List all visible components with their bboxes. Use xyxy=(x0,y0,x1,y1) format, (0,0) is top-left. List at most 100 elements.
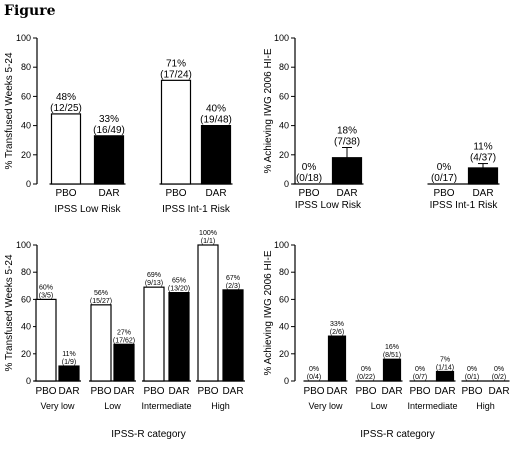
x-tick-label: DAR xyxy=(222,386,243,397)
data-label-percent: 11% xyxy=(473,142,492,153)
group-label: Intermediate xyxy=(407,401,457,411)
data-label-percent: 56% xyxy=(94,290,108,297)
y-tick-label: 100 xyxy=(16,33,31,43)
data-label-fraction: (0/17) xyxy=(431,173,457,184)
y-axis-label: % Transfused Weeks 5-24 xyxy=(4,52,15,170)
x-tick-label: PBO xyxy=(461,386,482,397)
data-label-fraction: (2/6) xyxy=(330,329,344,336)
x-tick-label: DAR xyxy=(381,386,402,397)
data-label-percent: 33% xyxy=(330,321,344,328)
data-label-fraction: (1/14) xyxy=(436,364,454,371)
x-tick-label: PBO xyxy=(55,188,76,199)
y-tick-label: 0 xyxy=(26,179,31,189)
x-tick-label: PBO xyxy=(433,188,454,199)
bar-dar xyxy=(222,289,244,382)
data-label-fraction: (8/51) xyxy=(383,352,401,359)
y-tick-label: 20 xyxy=(279,349,289,359)
data-label-fraction: (19/48) xyxy=(200,115,232,126)
bar-pbo xyxy=(90,304,112,382)
y-tick-label: 80 xyxy=(279,267,289,277)
y-tick-label: 60 xyxy=(21,294,31,304)
bar-dar xyxy=(168,292,190,382)
bar-pbo xyxy=(35,298,57,382)
y-axis-label: % Achieving IWG 2006 HI-E xyxy=(263,250,274,375)
data-label-percent: 27% xyxy=(117,329,131,336)
figure-title: Figure xyxy=(4,3,56,19)
x-tick-label: PBO xyxy=(35,386,56,397)
data-label-fraction: (12/25) xyxy=(50,103,82,114)
x-tick-label: DAR xyxy=(336,188,357,199)
x-tick-label: DAR xyxy=(98,188,119,199)
group-label: High xyxy=(476,401,495,411)
bar-pbo xyxy=(160,79,192,185)
y-tick-label: 60 xyxy=(279,294,289,304)
y-axis-label: % Achieving IWG 2006 HI-E xyxy=(263,48,274,173)
group-label: Very low xyxy=(308,401,343,411)
data-label-percent: 0% xyxy=(467,366,477,373)
data-label-fraction: (1/1) xyxy=(201,238,215,245)
group-label: IPSS Low Risk xyxy=(54,204,121,215)
data-label-fraction: (9/13) xyxy=(145,280,163,287)
y-tick-label: 80 xyxy=(279,62,289,72)
y-tick-label: 100 xyxy=(274,33,289,43)
data-label-fraction: (0/4) xyxy=(307,374,321,381)
data-label-percent: 16% xyxy=(385,344,399,351)
x-tick-label: DAR xyxy=(488,386,509,397)
x-tick-label: DAR xyxy=(168,386,189,397)
data-label-fraction: (17/24) xyxy=(160,69,192,80)
data-label-percent: 40% xyxy=(206,104,226,115)
data-label-percent: 100% xyxy=(199,230,217,237)
data-label-percent: 0% xyxy=(437,162,452,173)
data-label-percent: 48% xyxy=(56,92,76,103)
group-label: High xyxy=(211,401,230,411)
group-label: Low xyxy=(371,401,388,411)
y-tick-label: 60 xyxy=(21,91,31,101)
data-label-percent: 33% xyxy=(99,114,119,125)
x-tick-label: PBO xyxy=(303,386,324,397)
data-label-fraction: (7/38) xyxy=(334,137,360,148)
bar-dar xyxy=(58,365,80,382)
y-tick-label: 80 xyxy=(21,62,31,72)
bar-dar xyxy=(331,157,363,185)
bar-dar xyxy=(467,167,499,185)
data-label-fraction: (0/2) xyxy=(492,374,506,381)
bar-pbo xyxy=(143,286,165,382)
x-tick-label: DAR xyxy=(326,386,347,397)
data-label-percent: 11% xyxy=(62,351,76,358)
group-label: IPSS Int-1 Risk xyxy=(162,204,231,215)
x-tick-label: PBO xyxy=(355,386,376,397)
data-label-percent: 60% xyxy=(39,284,53,291)
bar-pbo xyxy=(50,113,82,185)
data-label-percent: 67% xyxy=(226,275,240,282)
y-tick-label: 80 xyxy=(21,267,31,277)
data-label-fraction: (0/7) xyxy=(413,374,427,381)
y-tick-label: 100 xyxy=(16,240,31,250)
y-tick-label: 0 xyxy=(26,376,31,386)
group-label: IPSS Int-1 Risk xyxy=(430,200,499,211)
x-tick-label: DAR xyxy=(205,188,226,199)
x-tick-label: DAR xyxy=(113,386,134,397)
x-tick-label: PBO xyxy=(143,386,164,397)
group-label: Low xyxy=(104,401,121,411)
y-tick-label: 20 xyxy=(21,150,31,160)
x-axis-label: IPSS-R category xyxy=(111,429,185,440)
data-label-percent: 0% xyxy=(302,162,317,173)
y-tick-label: 100 xyxy=(274,240,289,250)
data-label-percent: 18% xyxy=(337,126,357,137)
x-tick-label: PBO xyxy=(165,188,186,199)
y-tick-label: 40 xyxy=(279,121,289,131)
x-tick-label: PBO xyxy=(409,386,430,397)
data-label-percent: 0% xyxy=(309,366,319,373)
data-label-fraction: (1/9) xyxy=(62,359,76,366)
data-label-fraction: (15/27) xyxy=(90,298,112,305)
data-label-percent: 0% xyxy=(494,366,504,373)
data-label-fraction: (0/1) xyxy=(465,374,479,381)
x-tick-label: DAR xyxy=(472,188,493,199)
y-tick-label: 0 xyxy=(284,376,289,386)
bar-dar xyxy=(435,370,455,382)
group-label: Intermediate xyxy=(141,401,191,411)
x-tick-label: DAR xyxy=(58,386,79,397)
bar-pbo xyxy=(197,244,219,382)
